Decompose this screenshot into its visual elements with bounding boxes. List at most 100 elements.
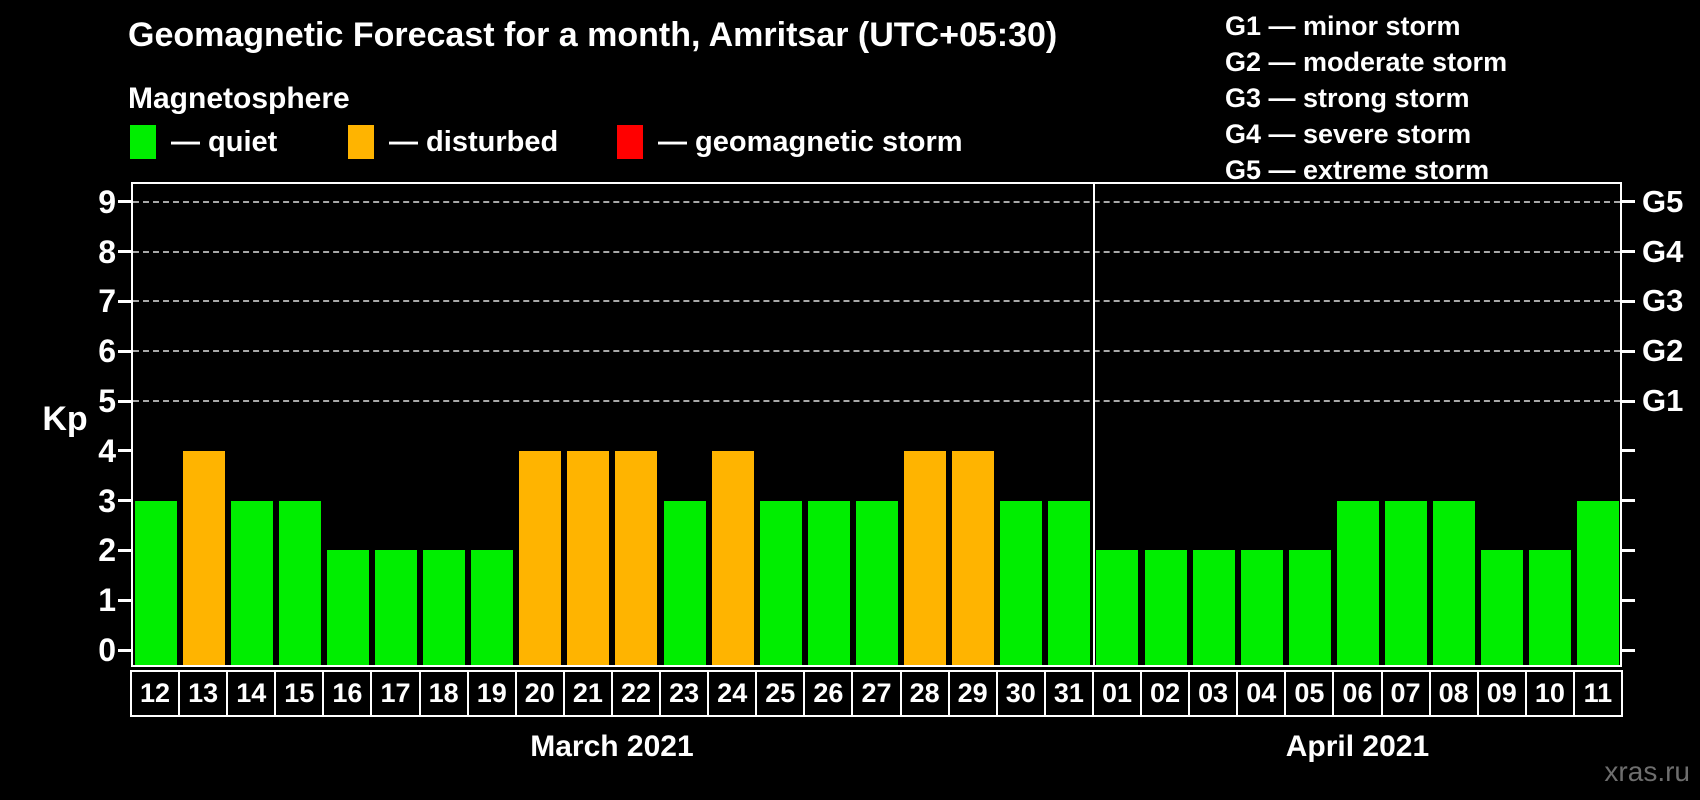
kp-bar-day-03 (1192, 550, 1235, 665)
date-cell-23: 23 (659, 670, 710, 717)
date-cell-20: 20 (514, 670, 565, 717)
month-label-march: March 2021 (530, 730, 694, 763)
right-tick-kp4 (1622, 449, 1635, 453)
left-tick-kp6 (118, 349, 131, 353)
kp-bar-day-20 (519, 450, 562, 665)
date-cell-11: 11 (1572, 670, 1623, 717)
kp-bar-day-02 (1144, 550, 1187, 665)
legend-label-storm: — geomagnetic storm (658, 125, 963, 158)
date-cell-08: 08 (1428, 670, 1479, 717)
right-tick-kp5 (1622, 399, 1635, 403)
left-tick-kp5 (118, 399, 131, 403)
gridline-kp5 (133, 400, 1620, 402)
date-cell-16: 16 (322, 670, 373, 717)
kp-bar-day-05 (1288, 550, 1331, 665)
kp-bar-day-06 (1336, 500, 1379, 665)
kp-bar-day-07 (1385, 500, 1428, 665)
y-tick-label-5: 5 (98, 383, 116, 419)
month-label-april: April 2021 (1285, 730, 1430, 763)
left-tick-kp1 (118, 598, 131, 602)
right-tick-kp2 (1622, 548, 1635, 552)
disturbed-color-swatch (348, 125, 374, 159)
g-scale-line-g2: G2 — moderate storm (1225, 47, 1508, 77)
date-cell-07: 07 (1380, 670, 1431, 717)
y-tick-label-2: 2 (98, 532, 116, 569)
kp-bar-day-01 (1096, 550, 1139, 665)
kp-bar-day-14 (230, 500, 273, 665)
date-cell-05: 05 (1284, 670, 1335, 717)
date-cell-03: 03 (1188, 670, 1239, 717)
gridline-kp9 (133, 200, 1620, 203)
kp-bar-day-24 (711, 450, 754, 665)
page-title: Geomagnetic Forecast for a month, Amrits… (128, 16, 1058, 54)
storm-color-swatch (617, 125, 643, 159)
month-separator (1092, 184, 1095, 665)
kp-bar-day-04 (1240, 550, 1283, 665)
plot-area (131, 182, 1622, 667)
date-cell-18: 18 (418, 670, 469, 717)
date-cell-24: 24 (707, 670, 758, 717)
y-axis-title: Kp (42, 400, 88, 438)
gridline-kp8 (133, 250, 1620, 253)
y-tick-label-4: 4 (98, 432, 116, 469)
y-tick-label-3: 3 (98, 482, 116, 519)
right-tick-kp3 (1622, 499, 1635, 503)
g-scale-legend: G1 — minor storm G2 — moderate storm G3 … (1225, 8, 1507, 188)
kp-bar-day-11 (1577, 500, 1620, 665)
kp-bar-day-19 (471, 550, 514, 665)
legend-item-disturbed: — disturbed (348, 124, 558, 160)
y-tick-label-8: 8 (98, 233, 116, 270)
g-scale-line-g1: G1 — minor storm (1225, 11, 1461, 41)
g-axis-label-g1: G1 (1642, 383, 1684, 418)
date-cell-04: 04 (1236, 670, 1287, 717)
y-tick-label-9: 9 (98, 183, 116, 220)
date-cell-28: 28 (899, 670, 950, 717)
date-cell-21: 21 (562, 670, 613, 717)
date-cell-27: 27 (851, 670, 902, 717)
left-tick-kp4 (118, 449, 131, 453)
right-tick-kp0 (1622, 648, 1635, 652)
left-tick-kp2 (118, 548, 131, 552)
gridline-kp6 (133, 350, 1620, 353)
kp-bar-day-15 (278, 500, 321, 665)
kp-bar-day-21 (567, 450, 610, 665)
kp-bar-day-09 (1481, 550, 1524, 665)
kp-bar-day-30 (1000, 500, 1043, 665)
kp-bar-day-28 (904, 450, 947, 665)
right-tick-kp6 (1622, 349, 1635, 353)
date-cell-26: 26 (803, 670, 854, 717)
kp-bar-day-23 (663, 500, 706, 665)
date-cell-02: 02 (1140, 670, 1191, 717)
watermark: xras.ru (1604, 756, 1690, 787)
g-axis-label-g3: G3 (1642, 283, 1684, 319)
date-cell-01: 01 (1091, 670, 1143, 717)
g-scale-line-g5: G5 — extreme storm (1225, 155, 1490, 185)
date-cell-30: 30 (995, 670, 1046, 717)
quiet-color-swatch (130, 125, 156, 159)
legend-item-quiet: — quiet (130, 124, 277, 160)
kp-bar-day-16 (326, 550, 369, 665)
right-tick-kp8 (1622, 250, 1635, 254)
date-cell-29: 29 (947, 670, 998, 717)
kp-bar-day-08 (1433, 500, 1476, 665)
kp-bar-day-27 (855, 500, 898, 665)
date-cell-14: 14 (226, 670, 277, 717)
date-cell-15: 15 (274, 670, 325, 717)
kp-bar-day-10 (1529, 550, 1572, 665)
right-tick-kp7 (1622, 299, 1635, 303)
left-tick-kp7 (118, 299, 131, 303)
legend-label-disturbed: — disturbed (389, 125, 559, 158)
kp-bar-day-17 (374, 550, 417, 665)
date-cell-19: 19 (466, 670, 517, 717)
date-cell-22: 22 (610, 670, 662, 717)
g-scale-line-g3: G3 — strong storm (1225, 83, 1470, 113)
kp-bar-day-26 (807, 500, 850, 665)
kp-bar-day-25 (759, 500, 802, 665)
left-tick-kp0 (118, 648, 131, 652)
left-tick-kp8 (118, 250, 131, 254)
date-cell-06: 06 (1332, 670, 1383, 717)
date-cell-09: 09 (1476, 670, 1527, 717)
date-cell-13: 13 (178, 670, 229, 717)
y-tick-label-6: 6 (98, 333, 116, 370)
g-scale-line-g4: G4 — severe storm (1225, 119, 1472, 149)
